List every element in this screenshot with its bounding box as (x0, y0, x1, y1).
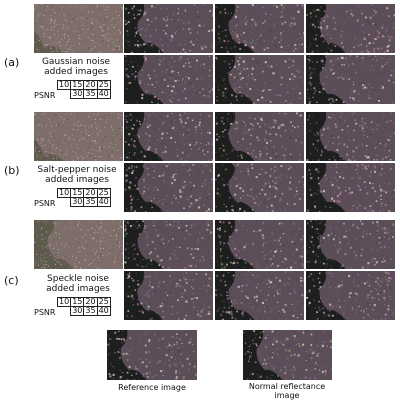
caption-b-line1: Salt-pepper noise (37, 165, 117, 175)
result-image-c-2 (215, 220, 304, 269)
result-image-b-6 (306, 163, 395, 212)
result-image-c-1 (124, 220, 213, 269)
result-image-b-2 (215, 112, 304, 161)
normal-reflectance-image (243, 330, 332, 380)
sigma-value: 10 (56, 80, 72, 90)
result-image-b-3 (306, 112, 395, 161)
row-letter-a: (a) (4, 56, 20, 69)
psnr-label-c: PSNR (34, 308, 56, 317)
reference-caption: Reference image (118, 383, 186, 392)
result-image-c-3 (306, 220, 395, 269)
normal-caption-line2: image (274, 391, 300, 400)
psnr-value: 30 (70, 306, 85, 316)
psnr-value: 30 (70, 89, 85, 99)
caption-c-line1: Speckle noise (47, 274, 109, 284)
caption-a-line2: added images (44, 67, 108, 77)
psnr-value: 40 (96, 89, 111, 99)
sigma-table-b: 10 15 20 25 30 35 40 (56, 188, 111, 207)
psnr-label-a: PSNR (34, 91, 56, 100)
noisy-image-c (34, 220, 123, 269)
sigma-value: 10 (56, 297, 72, 307)
caption-b-line2: added images (45, 175, 109, 185)
blank-cell (58, 198, 71, 207)
result-image-c-5 (215, 271, 304, 320)
psnr-value: 30 (70, 197, 85, 207)
sigma-table-a: 10 15 20 25 30 35 40 (56, 80, 111, 99)
caption-c-line2: added images (46, 284, 110, 294)
result-image-a-3 (306, 4, 395, 53)
result-image-b-1 (124, 112, 213, 161)
sigma-table-c: 10 15 20 25 30 35 40 (56, 297, 111, 316)
psnr-value: 40 (96, 306, 111, 316)
result-image-b-5 (215, 163, 304, 212)
psnr-value: 35 (83, 306, 98, 316)
row-letter-b: (b) (4, 164, 20, 177)
result-image-a-2 (215, 4, 304, 53)
result-image-b-4 (124, 163, 213, 212)
result-image-a-5 (215, 55, 304, 104)
reference-image (107, 330, 197, 380)
normal-caption-line1: Normal reflectance (248, 382, 326, 391)
noisy-image-b (34, 112, 123, 161)
blank-cell (58, 90, 71, 99)
psnr-value: 35 (83, 197, 98, 207)
result-image-a-4 (124, 55, 213, 104)
psnr-value: 40 (96, 197, 111, 207)
result-image-c-6 (306, 271, 395, 320)
noisy-image-a (34, 4, 123, 53)
result-image-a-1 (124, 4, 213, 53)
row-letter-c: (c) (4, 274, 19, 287)
result-image-c-4 (124, 271, 213, 320)
blank-cell (58, 307, 71, 316)
psnr-value: 35 (83, 89, 98, 99)
sigma-value: 10 (56, 188, 72, 198)
psnr-label-b: PSNR (34, 199, 56, 208)
caption-a-line1: Gaussian noise (41, 57, 111, 67)
result-image-a-6 (306, 55, 395, 104)
